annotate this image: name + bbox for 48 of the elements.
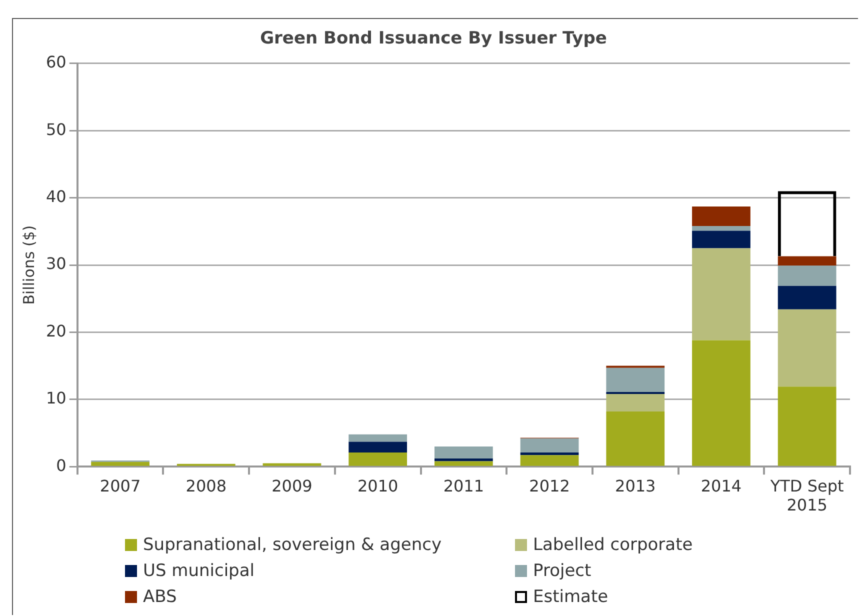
y-tick-label: 40 <box>46 186 66 206</box>
bar <box>692 230 750 248</box>
x-tick-label: 2008 <box>186 476 226 496</box>
bar <box>778 286 836 310</box>
bar <box>520 455 579 466</box>
bar <box>606 394 665 412</box>
legend-label: Project <box>533 561 592 581</box>
chart-title: Green Bond Issuance By Issuer Type <box>260 28 607 49</box>
legend-label: US municipal <box>143 561 254 581</box>
bar <box>692 226 750 231</box>
x-tick-label: 2010 <box>357 476 398 496</box>
bar <box>520 452 579 456</box>
bar <box>434 461 493 466</box>
x-tick-label: 2013 <box>615 476 656 496</box>
x-tick-label: YTD Sept 2015 <box>769 476 844 515</box>
bar <box>692 206 750 226</box>
bar <box>434 458 493 462</box>
bar <box>692 248 750 340</box>
x-tick-label: 2011 <box>443 476 484 496</box>
x-tick-label: 2012 <box>529 476 570 496</box>
bar <box>778 256 836 266</box>
x-tick-label: 2007 <box>100 476 141 496</box>
bar <box>434 446 493 459</box>
y-tick-label: 0 <box>56 456 66 475</box>
y-axis-title: Billions ($) <box>20 225 38 305</box>
bar <box>520 438 579 452</box>
bar <box>91 462 150 466</box>
bar <box>348 434 408 442</box>
bar <box>778 309 836 387</box>
bar <box>348 452 408 466</box>
legend-label: Estimate <box>533 587 608 607</box>
y-tick-label: 10 <box>46 388 66 408</box>
legend-label: Labelled corporate <box>533 535 693 555</box>
bar <box>606 368 665 392</box>
y-tick-label: 50 <box>46 120 66 139</box>
bar <box>348 442 408 452</box>
bar <box>262 463 322 466</box>
y-tick-label: 20 <box>46 321 66 340</box>
x-tick-label: 2014 <box>700 476 742 496</box>
bar <box>692 340 750 466</box>
bar <box>606 411 665 466</box>
y-tick-label: 30 <box>46 254 66 274</box>
x-tick-label: 2009 <box>272 476 312 496</box>
bar <box>778 386 836 466</box>
legend-label: Supranational, sovereign & agency <box>143 535 442 555</box>
y-tick-label: 60 <box>46 52 66 72</box>
legend-label: ABS <box>143 587 177 607</box>
bar <box>778 266 836 286</box>
